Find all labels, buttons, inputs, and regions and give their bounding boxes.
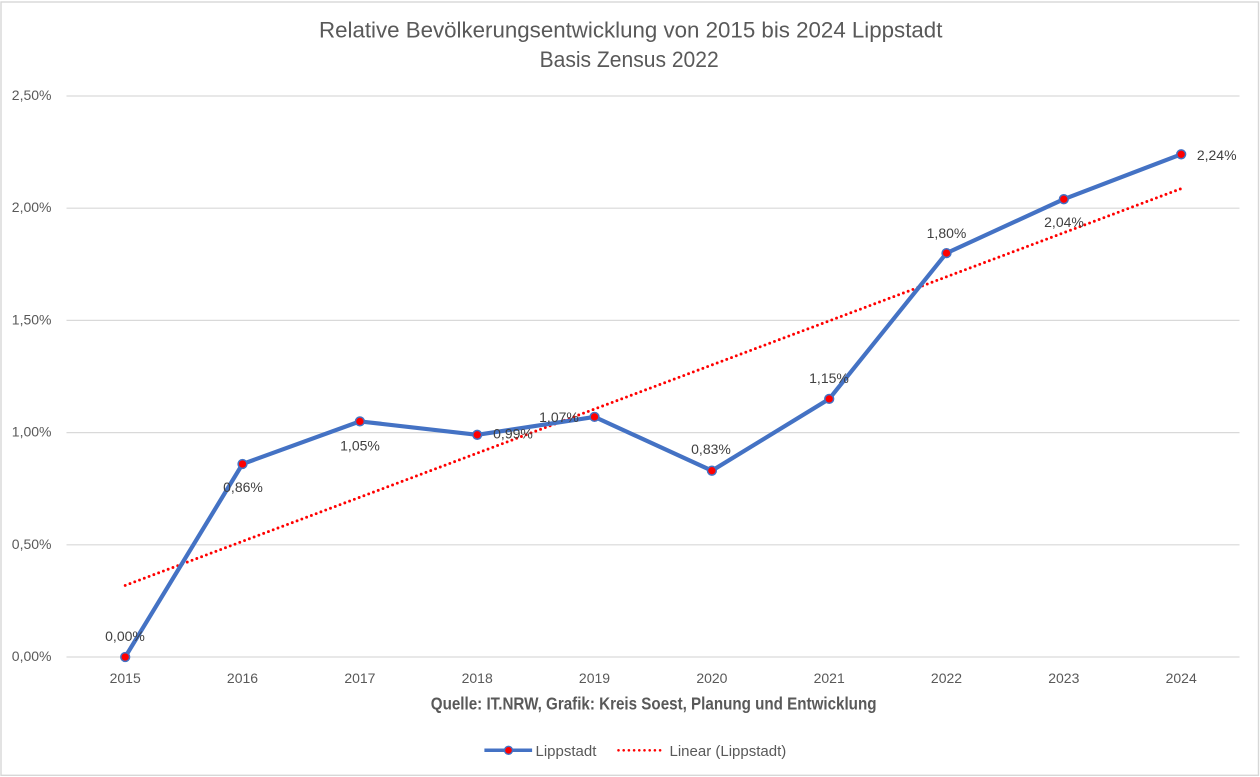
svg-text:2,24%: 2,24% bbox=[1197, 147, 1237, 163]
svg-text:1,15%: 1,15% bbox=[809, 370, 849, 386]
svg-text:2018: 2018 bbox=[462, 670, 493, 686]
svg-text:Lippstadt: Lippstadt bbox=[536, 743, 598, 760]
svg-text:0,83%: 0,83% bbox=[691, 441, 731, 457]
svg-text:2016: 2016 bbox=[227, 670, 258, 686]
svg-text:0,00%: 0,00% bbox=[12, 648, 52, 664]
svg-text:2021: 2021 bbox=[814, 670, 845, 686]
svg-text:Linear (Lippstadt): Linear (Lippstadt) bbox=[670, 743, 787, 760]
svg-text:Relative Bevölkerungsentwicklu: Relative Bevölkerungsentwicklung von 201… bbox=[319, 17, 943, 42]
svg-text:2020: 2020 bbox=[696, 670, 727, 686]
svg-text:0,00%: 0,00% bbox=[105, 628, 145, 644]
svg-text:Basis Zensus 2022: Basis Zensus 2022 bbox=[540, 47, 719, 72]
svg-text:2,00%: 2,00% bbox=[12, 199, 52, 215]
svg-text:1,50%: 1,50% bbox=[12, 311, 52, 327]
svg-text:0,86%: 0,86% bbox=[223, 479, 263, 495]
svg-text:2019: 2019 bbox=[579, 670, 610, 686]
svg-text:2023: 2023 bbox=[1048, 670, 1079, 686]
svg-text:2022: 2022 bbox=[931, 670, 962, 686]
svg-text:1,00%: 1,00% bbox=[12, 424, 52, 440]
svg-text:2,04%: 2,04% bbox=[1044, 214, 1084, 230]
svg-text:2015: 2015 bbox=[110, 670, 141, 686]
svg-text:2024: 2024 bbox=[1166, 670, 1197, 686]
svg-text:0,50%: 0,50% bbox=[12, 536, 52, 552]
svg-text:1,05%: 1,05% bbox=[340, 438, 380, 454]
svg-text:1,07%: 1,07% bbox=[539, 409, 579, 425]
svg-text:2,50%: 2,50% bbox=[12, 87, 52, 103]
svg-text:2017: 2017 bbox=[344, 670, 375, 686]
svg-text:Quelle: IT.NRW, Grafik: Kreis: Quelle: IT.NRW, Grafik: Kreis Soest, Pla… bbox=[431, 693, 877, 713]
svg-text:1,80%: 1,80% bbox=[927, 225, 967, 241]
svg-text:0,99%: 0,99% bbox=[493, 426, 533, 442]
